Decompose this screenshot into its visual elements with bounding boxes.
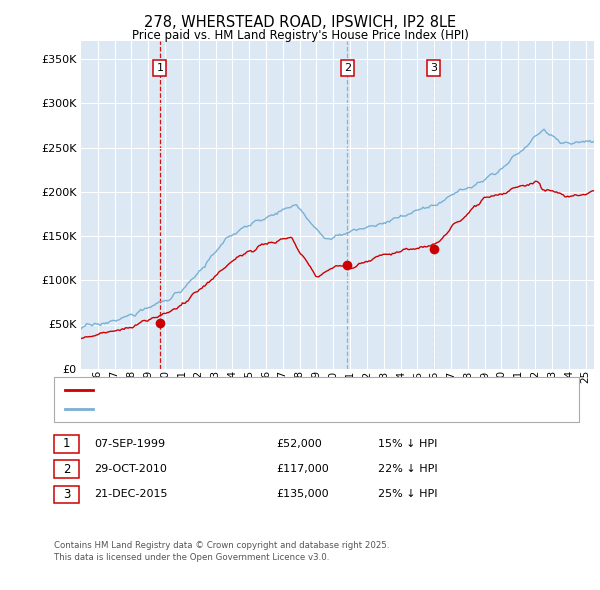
Text: 15% ↓ HPI: 15% ↓ HPI (378, 439, 437, 448)
Text: 2: 2 (344, 63, 351, 73)
Text: £117,000: £117,000 (276, 464, 329, 474)
Text: Contains HM Land Registry data © Crown copyright and database right 2025.: Contains HM Land Registry data © Crown c… (54, 541, 389, 550)
Text: 1: 1 (157, 63, 163, 73)
Text: HPI: Average price, semi-detached house, Ipswich: HPI: Average price, semi-detached house,… (99, 404, 348, 414)
Text: 3: 3 (63, 488, 70, 501)
Text: This data is licensed under the Open Government Licence v3.0.: This data is licensed under the Open Gov… (54, 553, 329, 562)
Text: 07-SEP-1999: 07-SEP-1999 (94, 439, 166, 448)
Text: Price paid vs. HM Land Registry's House Price Index (HPI): Price paid vs. HM Land Registry's House … (131, 29, 469, 42)
Text: 3: 3 (430, 63, 437, 73)
Text: 1: 1 (63, 437, 70, 450)
Text: £52,000: £52,000 (276, 439, 322, 448)
Text: 21-DEC-2015: 21-DEC-2015 (94, 490, 168, 499)
Text: 25% ↓ HPI: 25% ↓ HPI (378, 490, 437, 499)
Text: 29-OCT-2010: 29-OCT-2010 (94, 464, 167, 474)
Text: 22% ↓ HPI: 22% ↓ HPI (378, 464, 437, 474)
Text: £135,000: £135,000 (276, 490, 329, 499)
Text: 278, WHERSTEAD ROAD, IPSWICH, IP2 8LE (semi-detached house): 278, WHERSTEAD ROAD, IPSWICH, IP2 8LE (s… (99, 385, 430, 395)
Text: 278, WHERSTEAD ROAD, IPSWICH, IP2 8LE: 278, WHERSTEAD ROAD, IPSWICH, IP2 8LE (144, 15, 456, 30)
Text: 2: 2 (63, 463, 70, 476)
